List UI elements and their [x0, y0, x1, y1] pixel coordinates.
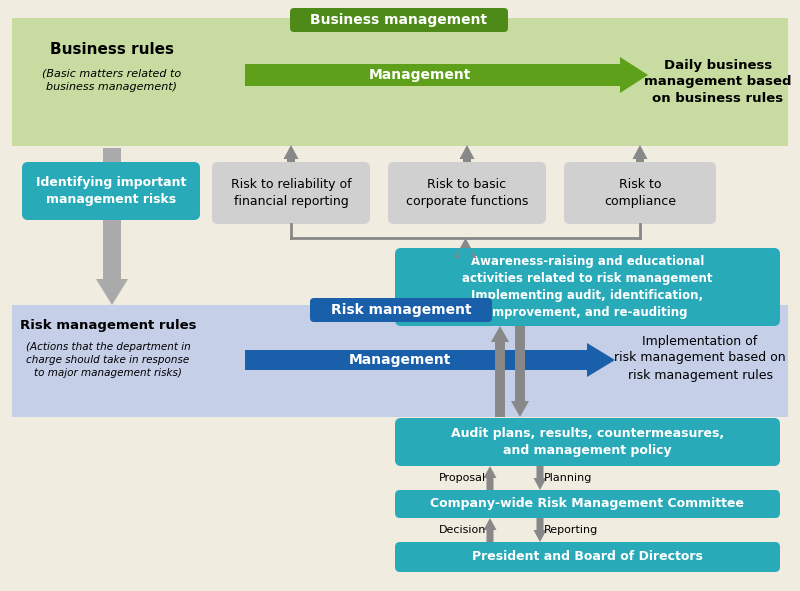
Polygon shape — [534, 518, 546, 542]
FancyBboxPatch shape — [290, 8, 508, 32]
Polygon shape — [483, 466, 497, 490]
Text: Risk to reliability of
financial reporting: Risk to reliability of financial reporti… — [230, 178, 351, 208]
FancyBboxPatch shape — [22, 162, 200, 220]
Polygon shape — [459, 145, 474, 162]
Polygon shape — [534, 466, 546, 490]
Text: Identifying important
management risks: Identifying important management risks — [36, 176, 186, 206]
Polygon shape — [511, 326, 529, 417]
Text: Business rules: Business rules — [50, 43, 174, 57]
Text: Implementation of
risk management based on
risk management rules: Implementation of risk management based … — [614, 335, 786, 382]
Text: Proposal: Proposal — [439, 473, 486, 483]
Text: (Actions that the department in
charge should take in response
to major manageme: (Actions that the department in charge s… — [26, 342, 190, 378]
Text: Management: Management — [369, 68, 471, 82]
Text: Management: Management — [349, 353, 451, 367]
FancyBboxPatch shape — [395, 418, 780, 466]
Text: Planning: Planning — [544, 473, 592, 483]
Polygon shape — [245, 57, 648, 93]
Polygon shape — [633, 145, 647, 162]
Text: Awareness-raising and educational
activities related to risk management
Implemen: Awareness-raising and educational activi… — [462, 255, 713, 319]
Text: President and Board of Directors: President and Board of Directors — [472, 550, 703, 563]
FancyBboxPatch shape — [395, 490, 780, 518]
Text: Business management: Business management — [310, 13, 487, 27]
Text: Reporting: Reporting — [544, 525, 598, 535]
Text: Company-wide Risk Management Committee: Company-wide Risk Management Committee — [430, 498, 745, 511]
Polygon shape — [283, 145, 298, 162]
Text: Audit plans, results, countermeasures,
and management policy: Audit plans, results, countermeasures, a… — [451, 427, 724, 457]
Polygon shape — [245, 343, 615, 377]
Text: Risk to
compliance: Risk to compliance — [604, 178, 676, 208]
Bar — [12, 305, 788, 417]
Text: Risk management rules: Risk management rules — [20, 319, 196, 332]
Text: Risk to basic
corporate functions: Risk to basic corporate functions — [406, 178, 528, 208]
Bar — [12, 18, 788, 146]
FancyBboxPatch shape — [388, 162, 546, 224]
Text: Risk management: Risk management — [330, 303, 471, 317]
Polygon shape — [96, 148, 128, 305]
Polygon shape — [491, 326, 509, 417]
FancyBboxPatch shape — [212, 162, 370, 224]
FancyBboxPatch shape — [310, 298, 492, 322]
FancyBboxPatch shape — [395, 542, 780, 572]
Text: Decision: Decision — [438, 525, 486, 535]
FancyBboxPatch shape — [564, 162, 716, 224]
FancyBboxPatch shape — [395, 248, 780, 326]
Text: (Basic matters related to
business management): (Basic matters related to business manag… — [42, 68, 182, 92]
Polygon shape — [483, 518, 497, 542]
Polygon shape — [454, 238, 477, 258]
Text: Daily business
management based
on business rules: Daily business management based on busin… — [644, 59, 792, 106]
